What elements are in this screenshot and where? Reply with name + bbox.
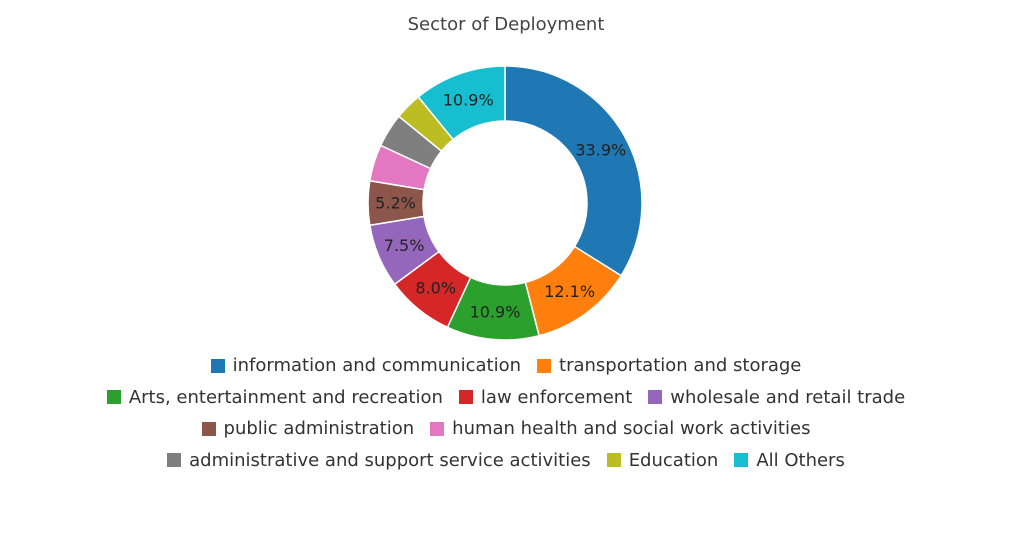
legend-label-5: public administration [223, 418, 415, 440]
slice-data-label-2: 10.9% [470, 303, 521, 322]
legend-item-8[interactable]: Education [606, 449, 719, 471]
legend-swatch-3 [458, 390, 473, 405]
legend-swatch-2 [106, 390, 121, 405]
legend-swatch-7 [167, 453, 182, 468]
legend-label-9: All Others [756, 449, 845, 471]
legend-swatch-5 [201, 421, 216, 436]
legend-row-1: Arts, entertainment and recreation law en… [0, 382, 1012, 414]
chart-title: Sector of Deployment [407, 14, 605, 35]
legend-item-1[interactable]: transportation and storage [537, 355, 801, 376]
legend-item-7[interactable]: administrative and support service activ… [167, 450, 591, 471]
legend-item-9[interactable]: All Others [734, 450, 845, 471]
legend-label-7: administrative and support service activ… [189, 449, 591, 471]
slice-data-label-0: 33.9% [575, 140, 626, 159]
legend-item-6[interactable]: human health and social work activities [430, 418, 810, 439]
legend-item-0[interactable]: information and communication [210, 355, 522, 377]
slice-data-label-4: 7.5% [384, 236, 425, 255]
legend-row-2: public administration human health and so… [0, 413, 1012, 445]
legend-label-0: information and communication [232, 355, 522, 377]
slice-data-label-3: 8.0% [415, 278, 456, 297]
legend-item-5[interactable]: public administration [201, 418, 415, 440]
legend-label-2: Arts, entertainment and recreation [128, 386, 443, 408]
legend-item-4[interactable]: wholesale and retail trade [648, 387, 905, 408]
pie-slice-0[interactable] [504, 65, 643, 277]
legend-swatch-1 [537, 358, 552, 373]
slice-data-label-1: 12.1% [544, 282, 595, 301]
legend-swatch-4 [648, 390, 663, 405]
legend-swatch-8 [606, 453, 621, 468]
legend-item-3[interactable]: law enforcement [458, 386, 633, 408]
legend-swatch-0 [210, 358, 225, 373]
pie-slice-9[interactable] [417, 65, 506, 141]
legend-label-3: law enforcement [480, 386, 633, 408]
legend-label-1: transportation and storage [559, 355, 802, 377]
slice-data-label-9: 10.9% [443, 90, 494, 109]
slice-data-label-5: 5.2% [375, 194, 416, 213]
legend-label-8: Education [628, 449, 719, 471]
legend-row-3: administrative and support service activ… [0, 445, 1012, 477]
legend-row-0: information and communication transportat… [0, 350, 1012, 382]
legend-label-4: wholesale and retail trade [670, 386, 906, 408]
legend-item-2[interactable]: Arts, entertainment and recreation [106, 386, 443, 408]
legend-swatch-6 [430, 421, 445, 436]
legend-label-6: human health and social work activities [452, 418, 811, 440]
legend: information and communication transportat… [0, 350, 1012, 476]
legend-swatch-9 [734, 453, 749, 468]
